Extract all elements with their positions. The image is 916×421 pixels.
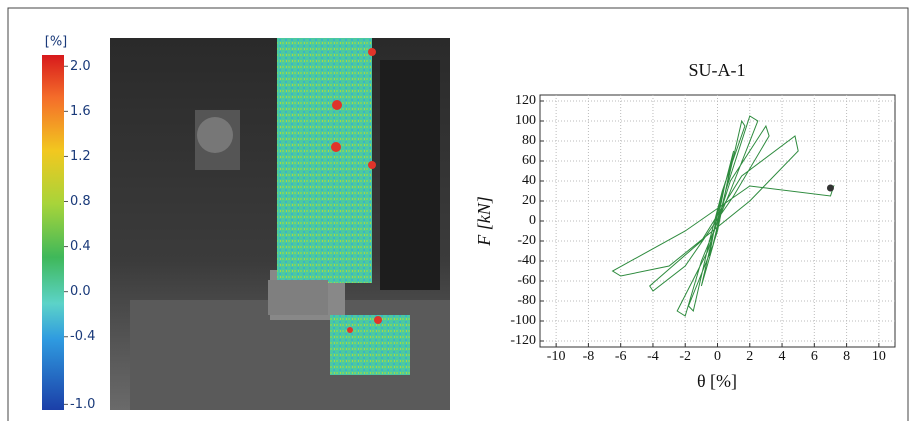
tick-label: 1.6 bbox=[70, 104, 91, 119]
x-tick-label: 0 bbox=[714, 349, 721, 364]
tick-label: -1.0 bbox=[70, 397, 95, 412]
x-tick-label: -8 bbox=[583, 349, 595, 364]
tick-label: 0.8 bbox=[70, 194, 91, 209]
chart: SU-A-1 θ [%] F [kN] -10 -8 -6 -4 -2 0 2 4 6 8 10-1… bbox=[474, 60, 896, 391]
chart-title: SU-A-1 bbox=[689, 60, 746, 80]
y-tick-label: -60 bbox=[517, 273, 536, 288]
y-tick-label: 60 bbox=[522, 153, 536, 168]
colorbar-scale bbox=[42, 55, 64, 410]
y-tick-label: 100 bbox=[515, 113, 536, 128]
x-tick-label: -2 bbox=[679, 349, 691, 364]
x-tick-label: -6 bbox=[615, 349, 627, 364]
x-axis-label: θ [%] bbox=[697, 371, 737, 391]
tick-label: 2.0 bbox=[70, 59, 91, 74]
hysteresis-line bbox=[611, 115, 835, 317]
x-tick-label: -10 bbox=[547, 349, 566, 364]
x-tick-label: 10 bbox=[872, 349, 886, 364]
x-tick-label: 4 bbox=[779, 349, 786, 364]
y-tick-label: -80 bbox=[517, 293, 536, 308]
tick-label: -0.4 bbox=[70, 329, 95, 344]
colorbar-title: [%] bbox=[45, 35, 68, 50]
y-tick-label: -20 bbox=[517, 233, 536, 248]
y-tick-label: 40 bbox=[522, 173, 536, 188]
y-tick-label: 80 bbox=[522, 133, 536, 148]
tick-label: 0.0 bbox=[70, 284, 91, 299]
x-tick-label: 2 bbox=[746, 349, 753, 364]
photo bbox=[110, 38, 450, 410]
y-axis-label: F [kN] bbox=[474, 196, 494, 247]
tick-label: 0.4 bbox=[70, 239, 91, 254]
x-tick-label: 8 bbox=[843, 349, 850, 364]
frame bbox=[7, 7, 909, 421]
y-tick-label: -100 bbox=[510, 313, 536, 328]
x-tick-label: 6 bbox=[811, 349, 818, 364]
y-tick-label: 20 bbox=[522, 193, 536, 208]
colorbar: [%] 2.0 1.6 1.2 0.8 0.4 0.0 -0.4 -1.0 bbox=[42, 35, 95, 412]
y-tick-label: 0 bbox=[529, 213, 536, 228]
y-tick-label: -120 bbox=[510, 333, 536, 348]
end-point bbox=[826, 184, 834, 192]
y-tick-label: 120 bbox=[515, 93, 536, 108]
x-tick-label: -4 bbox=[647, 349, 659, 364]
y-tick-label: -40 bbox=[517, 253, 536, 268]
tick-label: 1.2 bbox=[70, 149, 91, 164]
